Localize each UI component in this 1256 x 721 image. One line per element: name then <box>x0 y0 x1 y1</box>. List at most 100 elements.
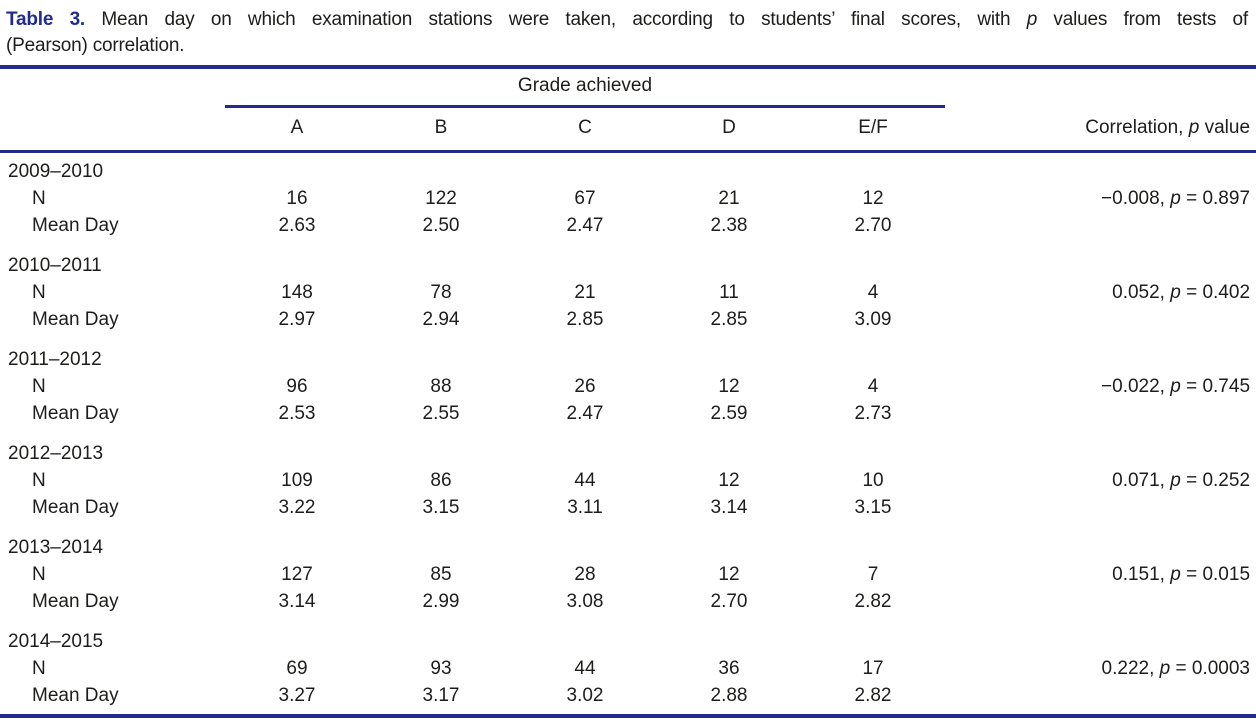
mean-day-row-label: Mean Day <box>32 403 119 424</box>
caption-text: Mean day on which examination stations w… <box>101 9 1248 30</box>
mean-day-value: 2.50 <box>422 215 460 236</box>
spacer-cell <box>945 67 1256 107</box>
correlation-value: −0.022, p = 0.745 <box>1101 376 1251 397</box>
n-value: 88 <box>430 376 452 397</box>
n-value: 21 <box>718 188 740 209</box>
mean-day-value: 2.38 <box>710 215 748 236</box>
n-value: 85 <box>430 564 452 585</box>
n-value: 11 <box>719 282 739 303</box>
mean-day-value: 2.63 <box>278 215 316 236</box>
mean-day-row: Mean Day 3.22 3.15 3.11 3.14 3.15 <box>0 494 1256 521</box>
year-label: 2014–2015 <box>8 631 104 652</box>
mean-day-value: 3.15 <box>422 497 460 518</box>
n-value: 69 <box>286 658 308 679</box>
year-label: 2009–2010 <box>8 161 104 182</box>
table-caption: Table 3. Mean day on which examination s… <box>0 0 1256 61</box>
mean-day-value: 3.08 <box>566 591 604 612</box>
mean-day-value: 2.73 <box>854 403 892 424</box>
n-value: 127 <box>281 564 313 585</box>
spacer-cell <box>0 106 225 153</box>
mean-day-value: 3.15 <box>854 497 892 518</box>
year-section-2013-2014: 2013–2014 <box>0 521 1256 561</box>
mean-day-row: Mean Day 2.63 2.50 2.47 2.38 2.70 <box>0 212 1256 239</box>
caption-line-2: (Pearson) correlation. <box>6 35 185 56</box>
mean-day-value: 3.14 <box>278 591 316 612</box>
n-value: 12 <box>718 376 740 397</box>
spacer-cell <box>945 494 1256 521</box>
spacer-cell <box>945 306 1256 333</box>
spacer-cell <box>0 67 225 107</box>
year-section-2010-2011: 2010–2011 <box>0 239 1256 279</box>
n-row: N 148 78 21 11 4 0.052, p = 0.402 <box>0 279 1256 306</box>
n-row-label: N <box>32 564 46 585</box>
spacer-cell <box>945 588 1256 615</box>
mean-day-value: 2.53 <box>278 403 316 424</box>
year-label: 2011–2012 <box>8 349 102 370</box>
mean-day-value: 2.88 <box>710 685 748 706</box>
year-section-2014-2015: 2014–2015 <box>0 615 1256 655</box>
mean-day-value: 2.47 <box>566 403 604 424</box>
n-value: 12 <box>862 188 884 209</box>
mean-day-value: 2.47 <box>566 215 604 236</box>
year-section-2011-2012: 2011–2012 <box>0 333 1256 373</box>
caption-label: Table 3. <box>6 9 86 30</box>
column-header-b: B <box>369 106 513 153</box>
n-value: 78 <box>430 282 452 303</box>
grade-achieved-spanner-row: Grade achieved <box>0 67 1256 108</box>
mean-day-row: Mean Day 2.97 2.94 2.85 2.85 3.09 <box>0 306 1256 333</box>
mean-day-row-label: Mean Day <box>32 309 119 330</box>
mean-day-value: 2.59 <box>710 403 748 424</box>
mean-day-value: 3.11 <box>567 497 603 518</box>
year-label: 2013–2014 <box>8 537 104 558</box>
correlation-header: Correlation, p value <box>945 106 1256 153</box>
n-row-label: N <box>32 658 46 679</box>
caption-line-1: Table 3. Mean day on which examination s… <box>6 7 1248 33</box>
n-value: 4 <box>867 376 879 397</box>
grade-achieved-spanner: Grade achieved <box>225 67 946 108</box>
mean-day-row: Mean Day 3.14 2.99 3.08 2.70 2.82 <box>0 588 1256 615</box>
n-row-label: N <box>32 188 46 209</box>
mean-day-value: 3.02 <box>566 685 604 706</box>
spacer-cell <box>945 400 1256 427</box>
column-header-d: D <box>657 106 801 153</box>
mean-day-row: Mean Day 2.53 2.55 2.47 2.59 2.73 <box>0 400 1256 427</box>
n-value: 7 <box>867 564 879 585</box>
mean-day-row-label: Mean Day <box>32 591 119 612</box>
correlation-value: −0.008, p = 0.897 <box>1101 188 1251 209</box>
mean-day-value: 2.94 <box>422 309 460 330</box>
n-value: 12 <box>718 470 740 491</box>
n-value: 86 <box>430 470 452 491</box>
year-section-2009-2010: 2009–2010 <box>0 152 1256 186</box>
mean-day-value: 2.99 <box>422 591 460 612</box>
n-value: 26 <box>574 376 596 397</box>
year-label: 2012–2013 <box>8 443 104 464</box>
mean-day-row-label: Mean Day <box>32 685 119 706</box>
n-value: 67 <box>574 188 596 209</box>
spacer-cell <box>945 682 1256 716</box>
n-row: N 69 93 44 36 17 0.222, p = 0.0003 <box>0 655 1256 682</box>
n-value: 96 <box>286 376 308 397</box>
n-value: 4 <box>867 282 879 303</box>
n-row: N 109 86 44 12 10 0.071, p = 0.252 <box>0 467 1256 494</box>
mean-day-value: 3.27 <box>278 685 316 706</box>
mean-day-row-label: Mean Day <box>32 497 119 518</box>
mean-day-row-label: Mean Day <box>32 215 119 236</box>
n-value: 93 <box>430 658 452 679</box>
results-table: Grade achieved A B C D E/F Correlation, … <box>0 65 1256 718</box>
mean-day-value: 2.85 <box>566 309 604 330</box>
n-row: N 96 88 26 12 4 −0.022, p = 0.745 <box>0 373 1256 400</box>
correlation-value: 0.052, p = 0.402 <box>1112 282 1251 303</box>
n-row: N 16 122 67 21 12 −0.008, p = 0.897 <box>0 185 1256 212</box>
column-header-row: A B C D E/F Correlation, p value <box>0 106 1256 153</box>
column-header-a: A <box>225 106 369 153</box>
mean-day-value: 2.82 <box>854 685 892 706</box>
n-value: 122 <box>425 188 457 209</box>
mean-day-value: 3.09 <box>854 309 892 330</box>
mean-day-value: 2.97 <box>278 309 316 330</box>
mean-day-row: Mean Day 3.27 3.17 3.02 2.88 2.82 <box>0 682 1256 716</box>
n-value: 36 <box>718 658 740 679</box>
mean-day-value: 2.55 <box>422 403 460 424</box>
n-value: 44 <box>574 658 596 679</box>
n-value: 10 <box>862 470 884 491</box>
column-header-c: C <box>513 106 657 153</box>
